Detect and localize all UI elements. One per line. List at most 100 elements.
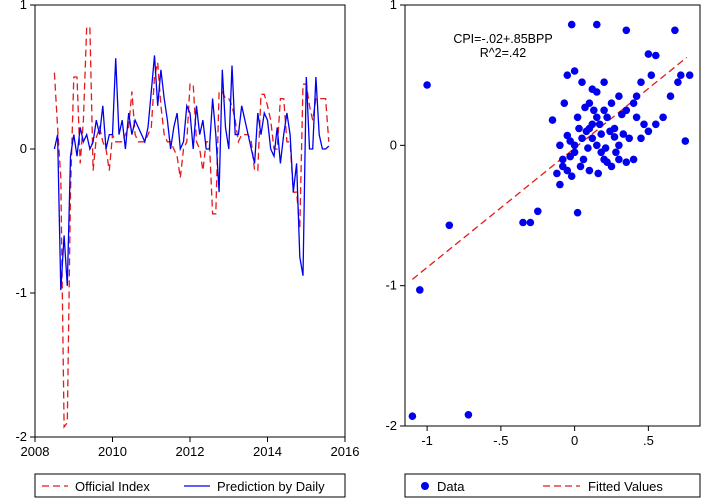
right-x-tick-label: .5 — [643, 433, 654, 448]
right-x-tick-label: 0 — [571, 433, 578, 448]
scatter-point — [590, 106, 598, 115]
legend-official-index-label: Official Index — [75, 479, 150, 494]
left-y-tick-label: -2 — [15, 429, 27, 444]
left-y-tick-label: 1 — [20, 0, 27, 12]
scatter-point — [607, 99, 616, 107]
scatter-point — [556, 180, 564, 189]
scatter-point — [519, 218, 527, 227]
right-fit-line — [411, 56, 688, 280]
scatter-point — [584, 144, 592, 152]
left-legend-box — [34, 473, 346, 498]
scatter-point — [615, 92, 623, 100]
scatter-point — [579, 155, 588, 164]
left-x-tick-label: 2008 — [21, 444, 50, 459]
scatter-point — [553, 169, 561, 178]
scatter-point — [578, 134, 586, 143]
scatter-point — [594, 169, 602, 178]
scatter-point — [644, 50, 653, 58]
scatter-point — [563, 71, 572, 79]
right-legend: Data Fitted Values — [404, 473, 701, 498]
scatter-point — [593, 141, 601, 150]
right-axis-ticks: 1 0 -1 -2 -1 -.5 0 .5 — [385, 0, 653, 448]
left-legend: Official Index Prediction by Daily — [34, 473, 346, 498]
scatter-point — [567, 20, 576, 29]
scatter-point — [640, 120, 648, 129]
scatter-point — [593, 20, 601, 29]
scatter-point — [685, 71, 694, 79]
scatter-point — [597, 130, 605, 138]
fitted-values-line — [411, 56, 688, 280]
scatter-point — [615, 141, 623, 150]
scatter-point — [632, 92, 641, 100]
scatter-point — [625, 134, 633, 143]
scatter-point — [570, 148, 579, 157]
scatter-point — [526, 218, 535, 227]
right-x-tick-label: -.5 — [493, 433, 508, 448]
scatter-point — [615, 155, 623, 164]
scatter-point — [423, 81, 431, 89]
right-y-tick-label: 0 — [390, 137, 397, 152]
regression-equation-label: CPI=-.02+.85BPP — [453, 32, 552, 46]
scatter-point — [464, 411, 473, 419]
scatter-point — [595, 120, 604, 129]
scatter-point — [581, 103, 589, 112]
legend-data-swatch — [421, 482, 429, 490]
right-y-tick-label: -1 — [385, 278, 397, 293]
scatter-point — [534, 207, 542, 216]
scatter-point — [681, 137, 690, 145]
left-y-tick-label: 0 — [20, 141, 27, 156]
scatter-point — [575, 124, 583, 133]
scatter-point — [629, 155, 638, 164]
prediction-by-daily-line — [53, 55, 330, 291]
scatter-point — [578, 78, 586, 86]
scatter-point — [637, 78, 645, 86]
scatter-point — [632, 113, 641, 122]
right-scatter-points — [408, 20, 694, 421]
legend-prediction-label: Prediction by Daily — [217, 479, 325, 494]
scatter-point — [559, 155, 567, 164]
scatter-point — [563, 131, 572, 140]
scatter-point — [652, 51, 660, 60]
scatter-point — [601, 144, 610, 152]
scatter-point — [677, 71, 685, 79]
scatter-point — [548, 116, 557, 124]
scatter-point — [674, 78, 682, 86]
scatter-point — [603, 113, 611, 122]
scatter-point — [622, 158, 631, 166]
scatter-point — [600, 78, 608, 86]
scatter-point — [647, 71, 656, 79]
scatter-point — [588, 134, 597, 143]
scatter-point — [618, 110, 626, 119]
scatter-point — [610, 133, 619, 141]
scatter-point — [671, 26, 679, 35]
scatter-point — [652, 120, 660, 129]
scatter-point — [666, 92, 675, 100]
scatter-point — [585, 166, 594, 175]
scatter-point — [600, 155, 608, 164]
scatter-point — [588, 85, 597, 93]
legend-data-label: Data — [437, 479, 465, 494]
r-squared-label: R^2=.42 — [480, 46, 527, 60]
left-x-tick-label: 2010 — [98, 444, 127, 459]
scatter-point — [556, 141, 564, 150]
scatter-point — [622, 26, 631, 35]
scatter-point — [570, 67, 579, 75]
scatter-point — [563, 166, 572, 175]
left-y-tick-label: -1 — [15, 285, 27, 300]
scatter-point — [644, 127, 653, 136]
scatter-point — [567, 172, 576, 180]
scatter-point — [610, 124, 619, 133]
scatter-point — [408, 412, 417, 421]
legend-fitted-values-label: Fitted Values — [588, 479, 663, 494]
right-legend-box — [404, 473, 701, 498]
scatter-point — [659, 113, 667, 122]
scatter-point — [600, 106, 608, 115]
scatter-point — [560, 99, 569, 107]
scatter-point — [573, 208, 582, 217]
scatter-point — [588, 120, 597, 129]
